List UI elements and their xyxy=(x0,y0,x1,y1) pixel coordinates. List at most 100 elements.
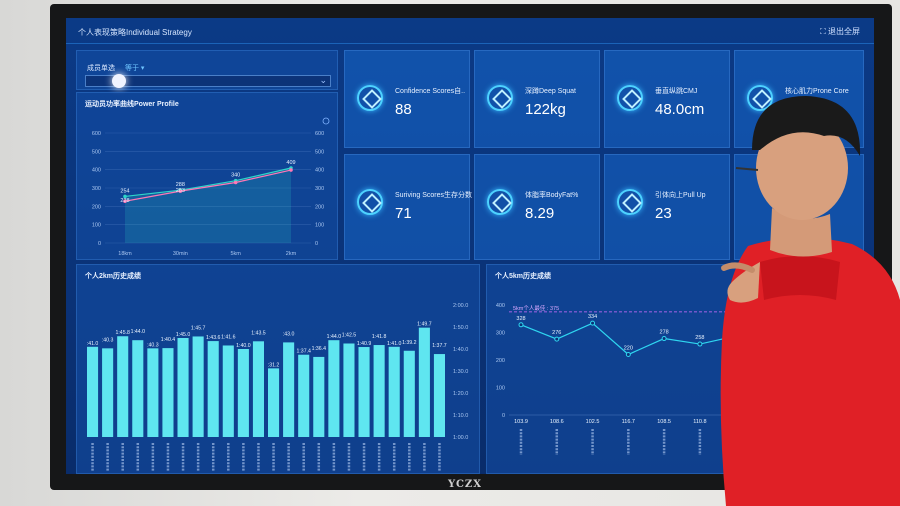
power-profile-panel: 运动员功率曲线Power Profile 0 0 100 100 200 200 300 30… xyxy=(76,92,338,260)
bar-value-label: 1:43.6 xyxy=(206,335,221,341)
bar-value-label: :40.3 xyxy=(147,342,159,348)
data-label: 288 xyxy=(176,182,185,188)
bar-value-label: :40.3 xyxy=(102,337,114,343)
y-tick-label: 500 xyxy=(92,149,101,155)
data-label: 278 xyxy=(660,330,669,336)
diamond-icon xyxy=(357,189,383,215)
bar xyxy=(373,345,385,437)
y-tick-label: 400 xyxy=(92,168,101,174)
history-5km-title: 个人5km历史成绩 xyxy=(495,273,552,280)
y-tick-label: 300 xyxy=(496,331,505,337)
exit-fullscreen-label: 退出全屏 xyxy=(828,27,860,36)
stat-value: 48.0cm xyxy=(655,101,705,118)
stat-card-bodyfat: 体脂率BodyFat% 8.29 xyxy=(474,154,600,260)
title-bar: 个人表现策略Individual Strategy ⛶ 退出全屏 xyxy=(66,18,874,44)
bar xyxy=(328,340,340,437)
y-tick-label-right: 0 xyxy=(315,241,318,247)
stat-card-deep-squat: 深蹲Deep Squat 122kg xyxy=(474,50,600,148)
bar-value-label: :31.2 xyxy=(268,362,280,368)
bar-value-label: 1:43.5 xyxy=(251,330,266,336)
series-line xyxy=(124,167,292,198)
data-point xyxy=(590,320,596,326)
y-tick-label: 0 xyxy=(98,241,101,247)
stat-label: Suriving Scores生存分数 xyxy=(395,192,473,199)
x-tick-label: 2km xyxy=(286,251,297,257)
member-select-label: 成员单选 xyxy=(87,65,115,72)
y-tick-label: 400 xyxy=(496,303,505,309)
bar xyxy=(237,349,249,437)
stat-card-pull-up: 引体向上Pull Up 23 xyxy=(604,154,730,260)
y-tick-label-right: 400 xyxy=(315,168,324,174)
bar-value-label: 1:40.4 xyxy=(161,337,176,343)
stat-label: 核心肌力Prone Core xyxy=(785,88,849,95)
page-title: 个人表现策略Individual Strategy xyxy=(78,28,192,37)
y-tick-label-right: 1:00.0 xyxy=(453,435,468,441)
stat-value: 88 xyxy=(395,101,412,118)
bar xyxy=(388,346,400,437)
x-tick-label: 18km xyxy=(118,251,132,257)
bar-value-label: 1:40.9 xyxy=(357,341,372,347)
bar xyxy=(298,354,310,437)
bar xyxy=(403,350,415,437)
bar xyxy=(252,341,264,437)
diamond-icon xyxy=(487,189,513,215)
data-point xyxy=(554,336,560,342)
y-tick-label-right: 100 xyxy=(315,223,324,229)
match-mode-dropdown[interactable]: 等于 ▾ xyxy=(124,65,145,72)
data-point xyxy=(289,168,293,172)
bar-value-label: 1:37.7 xyxy=(432,343,447,349)
y-tick-label-right: 200 xyxy=(315,204,324,210)
bar xyxy=(117,336,129,437)
bar-value-label: 1:45.7 xyxy=(191,325,206,331)
data-label: 328 xyxy=(516,316,525,322)
stat-label: 深蹲Deep Squat xyxy=(525,88,576,95)
y-tick-label: 200 xyxy=(496,358,505,364)
bar-value-label: 1:37.4 xyxy=(296,349,311,355)
exit-fullscreen-button[interactable]: ⛶ 退出全屏 xyxy=(820,27,860,36)
stat-value: 8.29 xyxy=(525,205,555,222)
bar xyxy=(207,341,219,437)
data-point xyxy=(661,336,667,342)
bottom-value-label: 108.6 xyxy=(550,419,564,425)
y-tick-label: 100 xyxy=(92,223,101,229)
stat-label: 体脂率BodyFat% xyxy=(525,192,579,199)
x-tick-label: 5km xyxy=(230,251,241,257)
dashboard-screen: 个人表现策略Individual Strategy ⛶ 退出全屏 成员单选 等于… xyxy=(66,18,874,474)
bar xyxy=(87,346,99,437)
y-tick-label: 0 xyxy=(502,413,505,419)
bottom-value-label: 116.7 xyxy=(622,419,635,425)
data-point xyxy=(233,180,238,185)
bar xyxy=(177,338,189,437)
diamond-icon xyxy=(617,85,643,111)
y-tick-label-right: 600 xyxy=(315,131,324,137)
bar xyxy=(147,348,159,437)
history-2km-chart: 1:00.0 1:10.0 1:20.0 1:30.0 1:40.0 1:50.0 2:00… xyxy=(87,303,468,471)
y-tick-label: 200 xyxy=(92,204,101,210)
bottom-value-label: 110.8 xyxy=(693,419,706,425)
info-icon xyxy=(322,117,330,125)
y-tick-label-right: 1:50.0 xyxy=(453,325,468,331)
bar-value-label: 1:44.0 xyxy=(131,329,146,335)
member-select-panel: 成员单选 等于 ▾ ⌄ xyxy=(76,50,338,90)
bottom-value-label: 103.9 xyxy=(514,419,528,425)
data-label: 220 xyxy=(624,346,633,352)
bar-value-label: :43.0 xyxy=(283,331,295,337)
bar-value-label: 1:41.6 xyxy=(221,334,236,340)
power-profile-title: 运动员功率曲线Power Profile xyxy=(85,101,179,108)
history-2km-title: 个人2km历史成绩 xyxy=(85,273,142,280)
y-tick-label-right: 1:40.0 xyxy=(453,347,468,353)
data-point xyxy=(518,322,524,328)
data-point xyxy=(625,352,631,357)
data-point xyxy=(123,199,127,203)
data-label: 409 xyxy=(286,160,295,166)
diamond-icon xyxy=(357,85,383,111)
data-point xyxy=(123,194,127,199)
stat-label: Confidence Scores自... xyxy=(395,88,465,95)
y-tick-label-right: 2:00.0 xyxy=(453,303,468,309)
data-label: 276 xyxy=(552,330,561,336)
member-select-input[interactable]: ⌄ xyxy=(85,75,331,87)
bar-value-label: 1:45.8 xyxy=(115,330,130,336)
stat-card-surviving: Suriving Scores生存分数 71 xyxy=(344,154,473,260)
stat-card-cmj: 垂直纵跳CMJ 48.0cm xyxy=(604,50,730,148)
bar xyxy=(433,354,445,437)
